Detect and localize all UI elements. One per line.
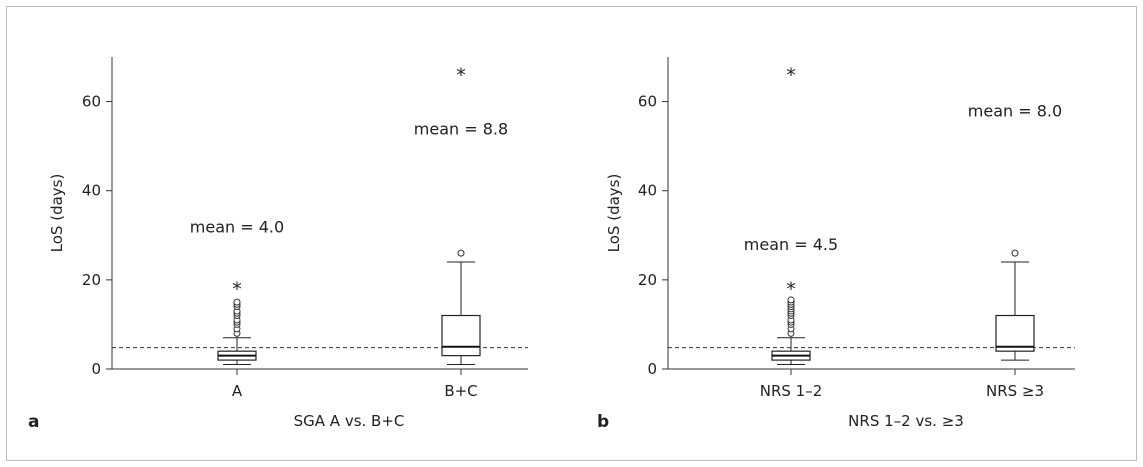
extreme-marker: * — [786, 65, 796, 87]
x-tick-label: B+C — [444, 382, 477, 400]
mean-annotation: mean = 4.5 — [744, 235, 838, 254]
box-group-2: B+C * mean = 8.8 — [414, 65, 508, 400]
x-tick-label: NRS 1–2 — [760, 382, 823, 400]
y-tick-label: 20 — [82, 271, 101, 289]
outlier-marker — [787, 296, 795, 304]
y-tick-label: 40 — [82, 182, 101, 200]
panel-label: b — [597, 412, 609, 432]
box-group-1: NRS 1–2 * * mean = 4.5 — [744, 65, 838, 400]
x-tick-label: A — [232, 382, 243, 400]
y-tick-label: 60 — [82, 93, 101, 111]
extreme-marker: * — [232, 279, 242, 301]
outlier-marker — [233, 298, 241, 306]
y-axis-label: LoS (days) — [605, 174, 623, 253]
extreme-marker: * — [786, 279, 796, 301]
box-iqr — [441, 314, 481, 357]
box-group-1: A * mean = 4.0 — [190, 217, 284, 400]
y-tick-label: 20 — [638, 271, 657, 289]
box-group-2: NRS ≥3 mean = 8.0 — [968, 101, 1062, 400]
mean-annotation: mean = 8.8 — [414, 119, 508, 138]
x-tick-label: NRS ≥3 — [986, 382, 1044, 400]
y-axis-label: LoS (days) — [48, 174, 66, 253]
box-iqr — [995, 314, 1035, 352]
chart-panel-a: 0 20 40 60 LoS (days) A * mean = 4.0 B+C * mean = … — [28, 57, 528, 432]
figure-border — [6, 6, 1137, 461]
y-tick-label: 60 — [638, 93, 657, 111]
x-axis-label: SGA A vs. B+C — [294, 412, 405, 430]
outlier-marker — [1011, 249, 1019, 257]
y-tick-label: 0 — [647, 360, 657, 378]
x-axis-label: NRS 1–2 vs. ≥3 — [848, 412, 964, 430]
outlier-marker — [457, 249, 465, 257]
panel-label: a — [28, 412, 39, 432]
y-tick-label: 0 — [91, 360, 101, 378]
y-tick-label: 40 — [638, 182, 657, 200]
extreme-marker: * — [456, 65, 466, 87]
mean-annotation: mean = 8.0 — [968, 101, 1062, 120]
mean-annotation: mean = 4.0 — [190, 217, 284, 236]
